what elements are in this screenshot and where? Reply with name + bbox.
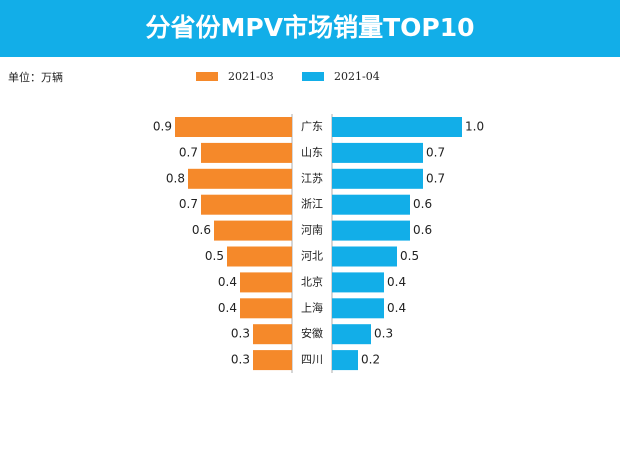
value-label: 0.4 <box>218 275 237 289</box>
value-label: 0.3 <box>231 327 250 341</box>
value-label: 0.6 <box>413 223 432 237</box>
value-label: 0.9 <box>153 120 172 134</box>
value-label: 0.4 <box>387 301 406 315</box>
value-label: 0.4 <box>218 301 237 315</box>
bar <box>332 168 423 189</box>
category-label: 江苏 <box>301 172 323 185</box>
value-label: 0.5 <box>205 249 224 263</box>
value-label: 0.7 <box>179 145 198 159</box>
category-label: 北京 <box>301 274 323 288</box>
category-label: 山东 <box>301 146 323 159</box>
legend-swatch <box>196 72 218 81</box>
category-label: 四川 <box>301 353 323 366</box>
category-label: 浙江 <box>301 198 323 211</box>
bar <box>175 117 292 137</box>
bar <box>332 324 371 345</box>
bar <box>214 220 292 241</box>
unit-label: 单位：万辆 <box>8 70 63 84</box>
category-label: 上海 <box>301 300 323 314</box>
bar <box>332 272 384 293</box>
category-label: 河南 <box>301 224 323 237</box>
bar <box>253 324 292 345</box>
bar <box>253 350 292 371</box>
category-label: 河北 <box>301 250 323 263</box>
value-label: 1.0 <box>465 120 484 134</box>
legend-label: 2021-03 <box>228 70 274 83</box>
bar <box>332 194 410 215</box>
value-label: 0.8 <box>166 171 185 185</box>
value-label: 0.2 <box>361 353 380 367</box>
chart-title: 分省份MPV市场销量TOP10 <box>146 13 475 42</box>
legend-swatch <box>302 72 324 81</box>
bar <box>332 350 358 371</box>
value-label: 0.3 <box>231 353 250 367</box>
category-label: 广东 <box>301 120 323 133</box>
value-label: 0.7 <box>426 171 445 185</box>
value-label: 0.6 <box>192 223 211 237</box>
legend-label: 2021-04 <box>334 70 380 83</box>
value-label: 0.7 <box>426 145 445 159</box>
bar <box>240 298 292 319</box>
bar <box>332 117 462 137</box>
bar <box>332 220 410 241</box>
value-label: 0.6 <box>413 197 432 211</box>
value-label: 0.5 <box>400 249 419 263</box>
bar <box>188 168 292 189</box>
bar <box>201 194 292 215</box>
bar <box>332 142 423 163</box>
category-label: 安徽 <box>301 326 323 340</box>
value-label: 0.4 <box>387 275 406 289</box>
bar <box>227 246 292 267</box>
bar <box>332 298 384 319</box>
bar <box>332 246 397 267</box>
header-band <box>0 0 620 57</box>
value-label: 0.3 <box>374 327 393 341</box>
bar <box>201 142 292 163</box>
value-label: 0.7 <box>179 197 198 211</box>
bar <box>240 272 292 293</box>
